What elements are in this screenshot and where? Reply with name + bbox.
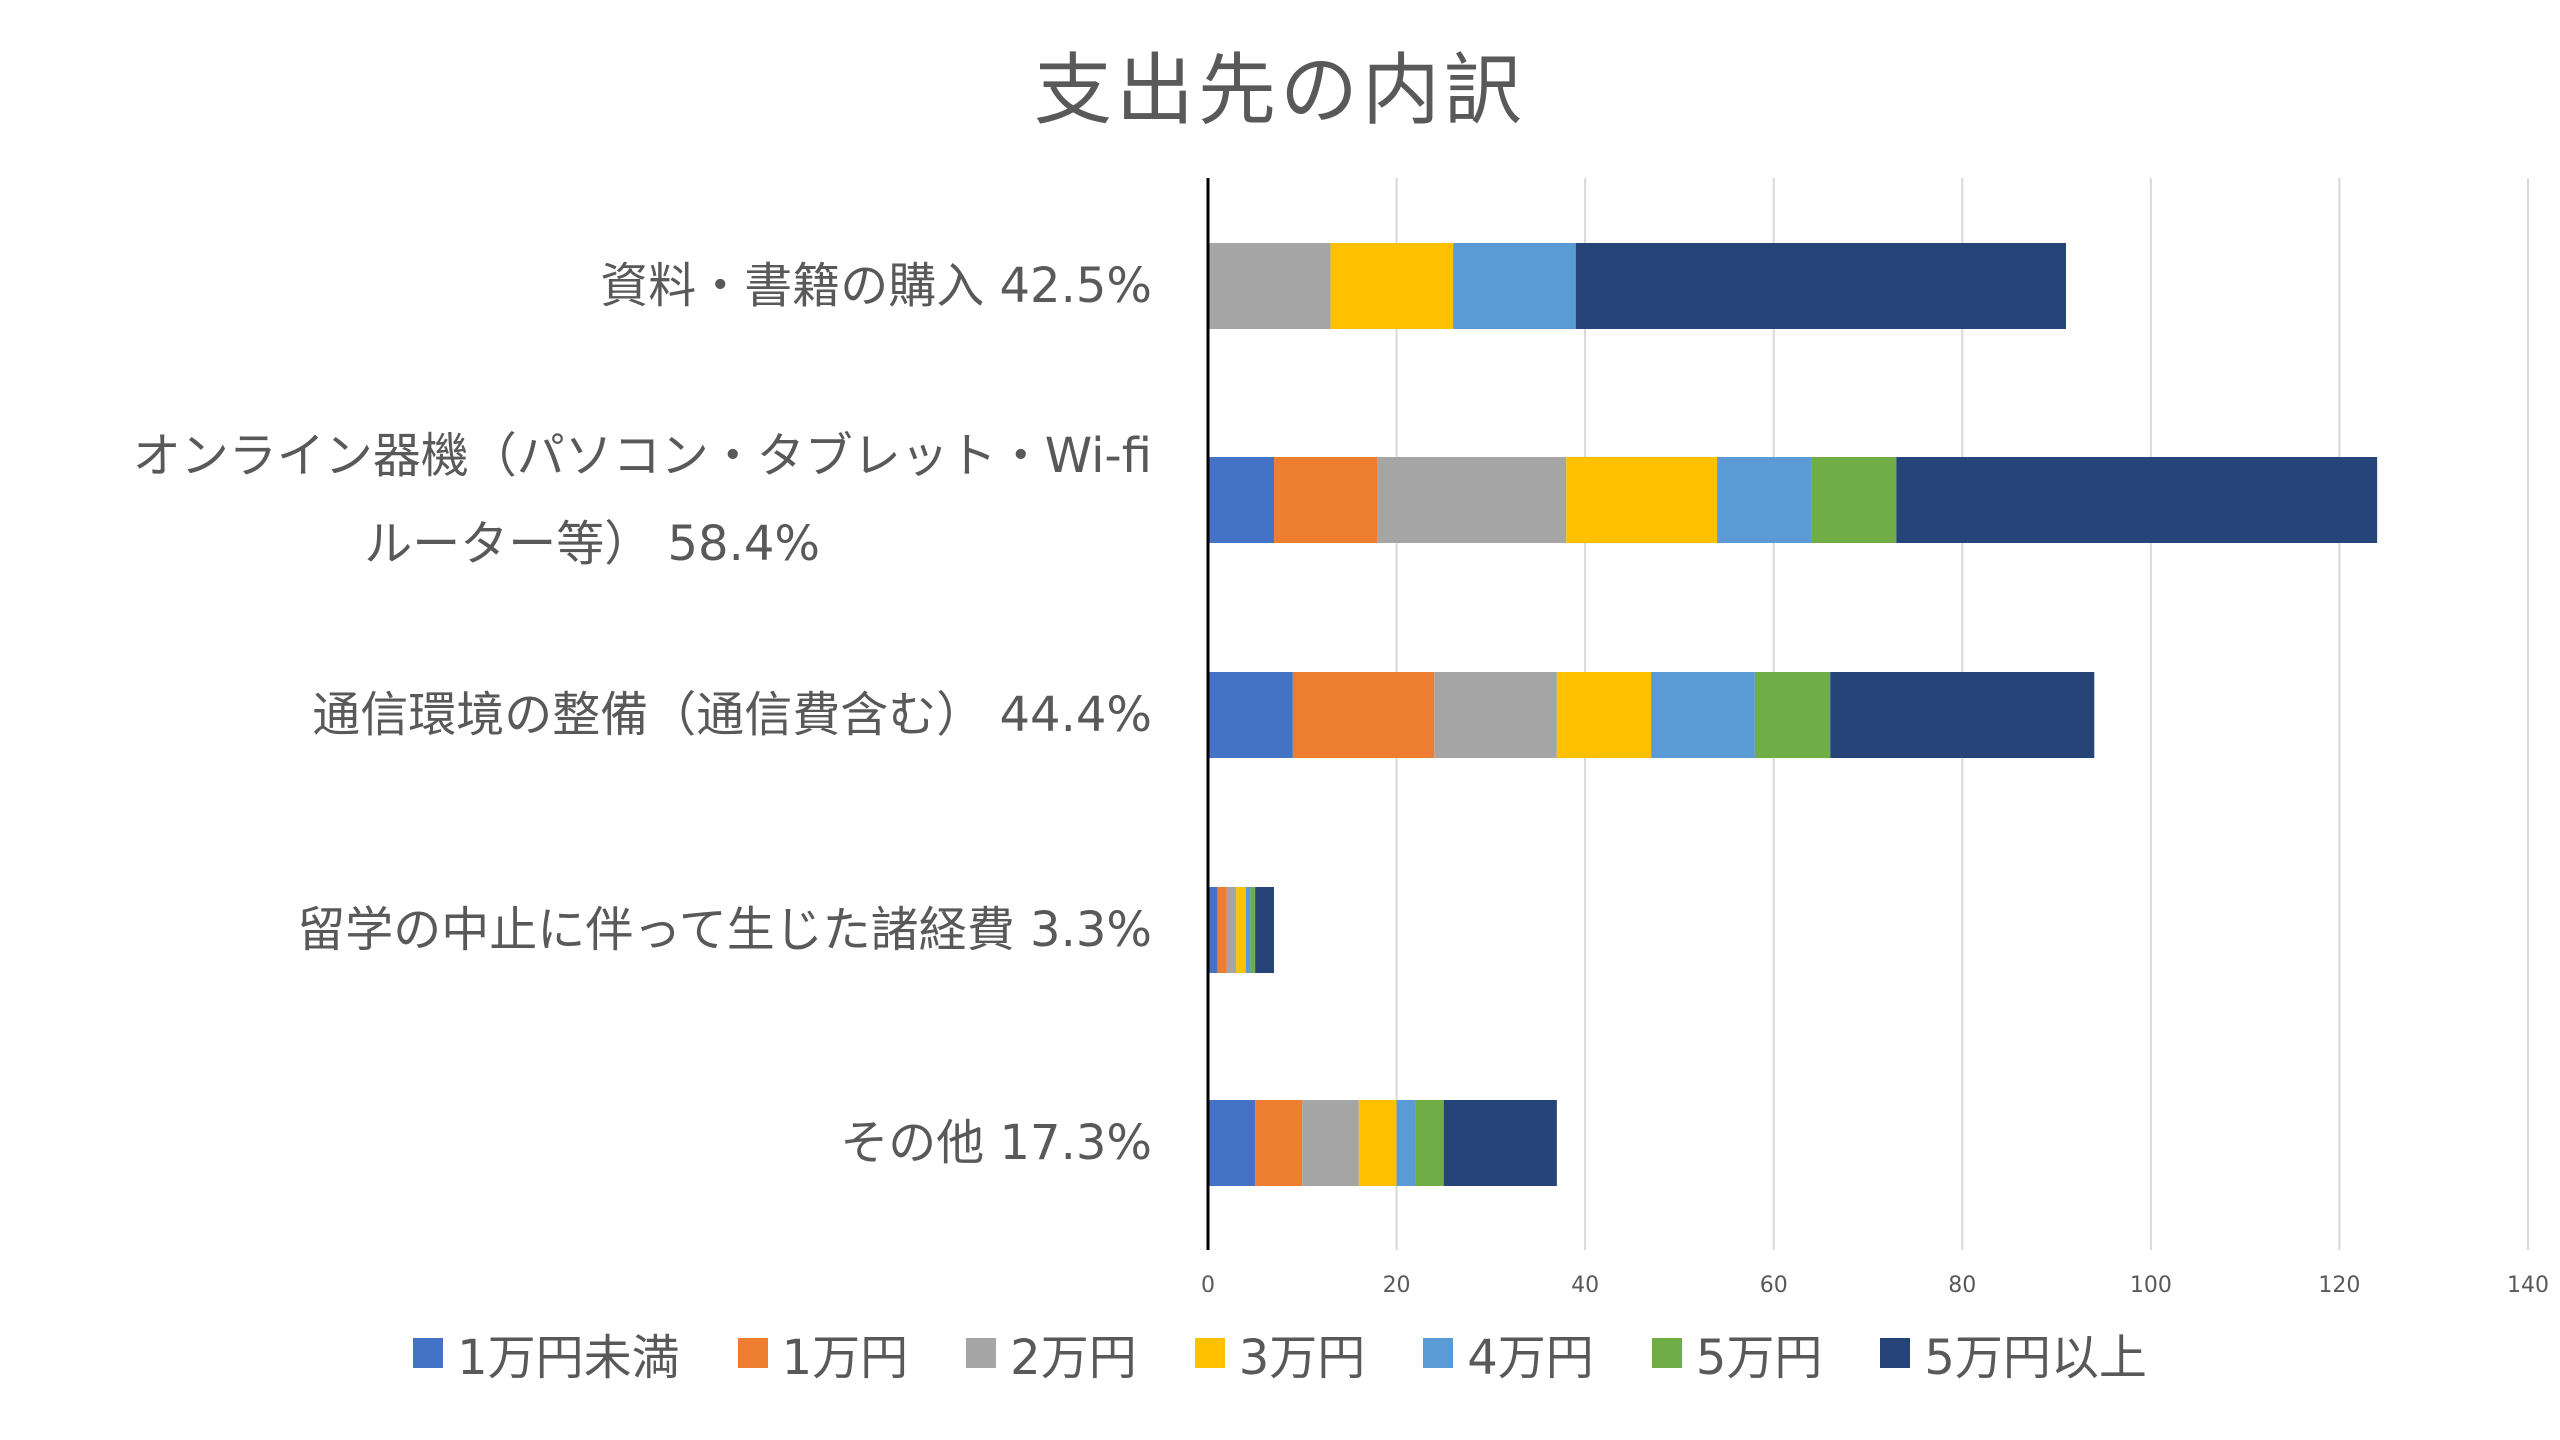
legend-swatch — [1423, 1338, 1454, 1368]
bar-segment-4-5 — [1415, 1100, 1444, 1186]
bar-segment-2-1 — [1292, 672, 1435, 758]
bar-segment-4-0 — [1208, 1100, 1256, 1186]
legend-swatch — [1880, 1338, 1911, 1368]
bar-segment-4-3 — [1358, 1100, 1397, 1186]
bar-segment-4-2 — [1302, 1100, 1359, 1186]
legend-item: 4万円 — [1423, 1318, 1594, 1388]
bar-segment-3-4 — [1245, 887, 1251, 973]
bar-segment-3-6 — [1255, 887, 1274, 973]
legend-label: 1万円未満 — [457, 1330, 680, 1386]
legend-label: 1万円 — [781, 1330, 909, 1386]
legend-label: 5万円以上 — [1924, 1330, 2147, 1386]
bars — [1208, 243, 2378, 1186]
x-tick-label: 20 — [1383, 1273, 1411, 1298]
legend-swatch — [966, 1338, 997, 1368]
x-tick-label: 40 — [1571, 1273, 1599, 1298]
legend-label: 3万円 — [1238, 1330, 1366, 1386]
legend-item: 1万円未満 — [413, 1318, 680, 1388]
category-label: 留学の中止に伴って生じた諸経費 3.3% — [297, 902, 1152, 958]
bar-segment-2-0 — [1208, 672, 1293, 758]
legend-item: 3万円 — [1194, 1318, 1366, 1388]
legend-item: 1万円 — [737, 1318, 909, 1388]
bar-segment-1-6 — [1896, 457, 2378, 543]
legend-swatch — [1194, 1338, 1225, 1368]
legend-swatch — [737, 1338, 768, 1368]
bar-segment-1-1 — [1274, 457, 1378, 543]
bar-segment-0-2 — [1208, 243, 1331, 329]
legend-label: 4万円 — [1467, 1330, 1594, 1386]
chart-title: 支出先の内訳 — [1033, 46, 1526, 136]
category-label: 通信環境の整備（通信費含む） 44.4% — [312, 687, 1152, 743]
x-tick-labels: 0 20 40 60 80 100 120 140 — [1201, 1273, 2549, 1298]
bar-segment-1-5 — [1811, 457, 1897, 543]
bar-segment-2-6 — [1830, 672, 2095, 758]
legend-swatch — [413, 1338, 444, 1368]
bar-segment-2-5 — [1754, 672, 1831, 758]
category-label: その他 17.3% — [840, 1115, 1152, 1171]
bar-segment-3-5 — [1250, 887, 1256, 973]
bar-segment-3-0 — [1208, 887, 1218, 973]
category-label: オンライン器機（パソコン・タブレット・Wi-fi — [133, 428, 1152, 484]
bar-segment-1-0 — [1208, 457, 1274, 543]
bar-segment-1-2 — [1377, 457, 1567, 543]
category-label: ルーター等） 58.4% — [364, 516, 820, 572]
x-tick-label: 140 — [2507, 1273, 2549, 1298]
bar-segment-2-3 — [1556, 672, 1652, 758]
legend-label: 5万円 — [1695, 1330, 1823, 1386]
stacked-bar-chart: 0 20 40 60 80 100 120 140 資料・書籍の購入 42.5% オンライン器機… — [133, 178, 2549, 1298]
legend-label: 2万円 — [1010, 1330, 1137, 1386]
legend-item: 2万円 — [966, 1318, 1137, 1388]
x-tick-label: 0 — [1201, 1273, 1215, 1298]
bar-segment-1-3 — [1566, 457, 1718, 543]
x-tick-label: 120 — [2318, 1273, 2360, 1298]
legend: 1万円未満 1万円 2万円 3万円 4万円 5万円 5万円以上 — [0, 1318, 2560, 1388]
bar-segment-0-3 — [1330, 243, 1454, 329]
bar-segment-2-4 — [1651, 672, 1755, 758]
bar-segment-4-4 — [1396, 1100, 1416, 1186]
bar-segment-4-6 — [1443, 1100, 1557, 1186]
bar-segment-2-2 — [1434, 672, 1557, 758]
bar-segment-0-4 — [1453, 243, 1576, 329]
category-labels: 資料・書籍の購入 42.5% オンライン器機（パソコン・タブレット・Wi-fi ルー… — [133, 258, 1152, 1171]
x-tick-label: 60 — [1760, 1273, 1788, 1298]
x-tick-label: 80 — [1948, 1273, 1976, 1298]
legend-item: 5万円以上 — [1880, 1318, 2147, 1388]
bar-segment-3-2 — [1226, 887, 1237, 973]
x-tick-label: 100 — [2130, 1273, 2172, 1298]
bar-segment-4-1 — [1255, 1100, 1303, 1186]
bar-segment-0-6 — [1575, 243, 2066, 329]
legend-swatch — [1651, 1338, 1682, 1368]
bar-segment-1-4 — [1717, 457, 1812, 543]
bar-segment-3-3 — [1236, 887, 1246, 973]
bar-segment-3-1 — [1217, 887, 1227, 973]
category-label: 資料・書籍の購入 42.5% — [600, 258, 1152, 314]
legend-item: 5万円 — [1651, 1318, 1823, 1388]
